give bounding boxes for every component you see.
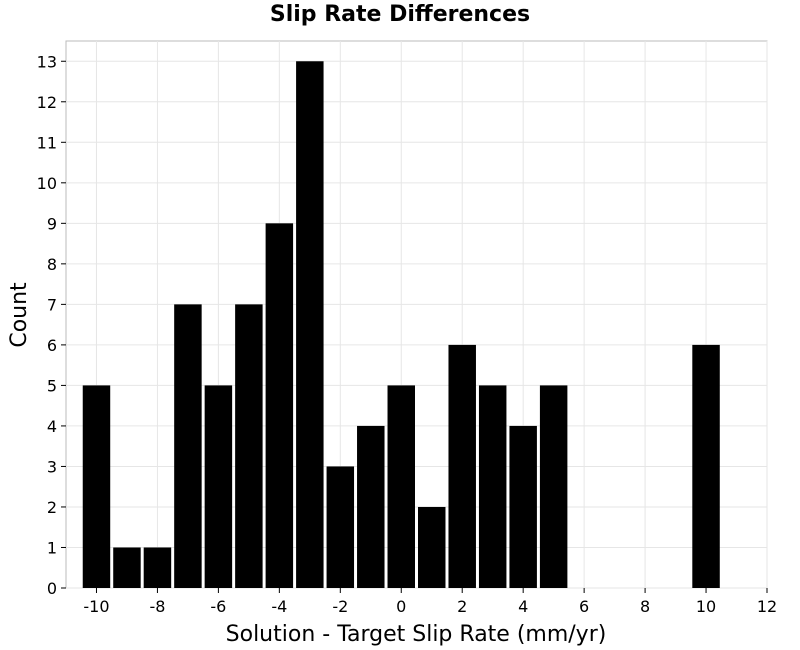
y-tick-label: 9 xyxy=(47,214,57,233)
x-tick-label: 12 xyxy=(757,597,777,616)
x-tick-label: -2 xyxy=(332,597,348,616)
x-tick-label: 6 xyxy=(579,597,589,616)
plot-area xyxy=(65,40,768,589)
y-tick-label: 7 xyxy=(47,295,57,314)
y-tick-label: 10 xyxy=(37,174,57,193)
x-tick-label: -10 xyxy=(83,597,109,616)
chart-title: Slip Rate Differences xyxy=(269,2,531,27)
histogram-bar xyxy=(692,344,720,588)
y-tick-label: 5 xyxy=(47,376,57,395)
y-axis-label: Count xyxy=(7,282,32,348)
bars xyxy=(82,61,720,589)
histogram-bar xyxy=(509,425,537,588)
histogram-bar xyxy=(418,506,446,588)
x-tick-label: 2 xyxy=(457,597,467,616)
histogram-bar xyxy=(357,425,385,588)
x-tick-label: 10 xyxy=(696,597,716,616)
histogram-bar xyxy=(296,61,324,588)
histogram-bar xyxy=(174,304,202,588)
histogram-bar xyxy=(143,547,172,588)
x-tick-label: 0 xyxy=(396,597,406,616)
histogram-bar xyxy=(539,385,568,588)
histogram-bar xyxy=(448,344,476,588)
y-tick-label: 4 xyxy=(47,417,57,436)
y-tick-label: 12 xyxy=(37,93,57,112)
histogram-bar xyxy=(113,547,141,588)
x-tick-label: -4 xyxy=(271,597,287,616)
histogram-bar xyxy=(235,304,263,588)
x-axis-ticks: -10 -8 -6 -4 -2 0 2 4 6 8 10 12 xyxy=(83,588,777,616)
x-tick-label: 4 xyxy=(518,597,528,616)
y-tick-label: 8 xyxy=(47,255,57,274)
y-tick-label: 11 xyxy=(37,133,57,152)
histogram-bar xyxy=(82,385,111,588)
y-tick-label: 6 xyxy=(47,336,57,355)
histogram-bar xyxy=(387,385,415,588)
y-tick-label: 1 xyxy=(47,538,57,557)
x-tick-label: -8 xyxy=(149,597,165,616)
x-tick-label: -6 xyxy=(210,597,226,616)
y-tick-label: 2 xyxy=(47,498,57,517)
histogram-bar xyxy=(478,385,507,588)
x-tick-label: 8 xyxy=(640,597,650,616)
y-tick-label: 3 xyxy=(47,457,57,476)
x-axis-label: Solution - Target Slip Rate (mm/yr) xyxy=(226,622,607,647)
histogram-bar xyxy=(265,223,294,589)
histogram-bar xyxy=(326,466,355,588)
y-tick-label: 13 xyxy=(37,52,57,71)
histogram-bar xyxy=(204,385,233,588)
y-tick-label: 0 xyxy=(47,579,57,598)
